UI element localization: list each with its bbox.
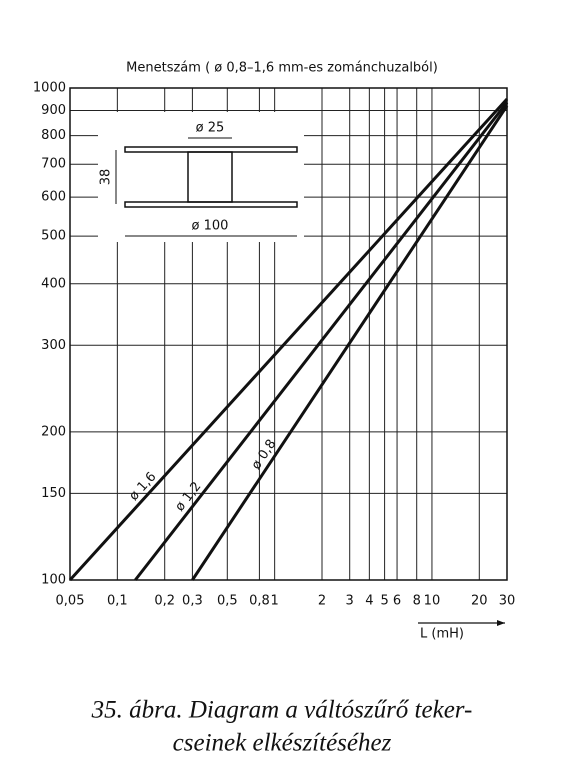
plot-frame (69, 87, 508, 581)
y-tick-label: 700 (41, 157, 66, 172)
annotation: 38 (99, 169, 114, 186)
core (187, 151, 233, 203)
y-tick-label: 100 (41, 573, 66, 588)
series-line (68, 97, 509, 582)
x-tick-label: 2 (318, 594, 326, 609)
y-tick-label: 200 (41, 424, 66, 439)
x-tick-label: 6 (393, 594, 401, 609)
x-tick-label: 0,2 (154, 594, 175, 609)
x-tick-label: 0,3 (182, 594, 203, 609)
x-tick-label: 0,05 (56, 594, 85, 609)
annotation: ø 100 (192, 219, 229, 234)
x-tick-label: 3 (346, 594, 354, 609)
caption: 35. ábra. Diagram a váltószűrő teker- (91, 697, 473, 724)
x-tick-label: 1 (271, 594, 279, 609)
inset-bg (98, 112, 304, 242)
x-tick-label: 20 (471, 594, 488, 609)
x-tick-label: 0,8 (249, 594, 270, 609)
y-tick-label: 400 (41, 276, 66, 291)
x-axis-label: L (mH) (420, 627, 464, 642)
chart-title: Menetszám ( ø 0,8–1,6 mm-es zománchuzalb… (126, 61, 438, 76)
y-tick-label: 500 (41, 229, 66, 244)
x-tick-label: 8 (413, 594, 421, 609)
y-tick-label: 1000 (33, 81, 66, 96)
x-tick-label: 0,5 (217, 594, 238, 609)
x-tick-label: 0,1 (107, 594, 128, 609)
x-tick-label: 10 (424, 594, 441, 609)
axis-arrow-head (497, 620, 505, 626)
series-line (134, 101, 509, 581)
x-tick-label: 4 (365, 594, 373, 609)
y-tick-label: 900 (41, 103, 66, 118)
y-tick-label: 300 (41, 338, 66, 353)
annotation: ø 25 (196, 121, 225, 136)
y-tick-label: 600 (41, 190, 66, 205)
x-tick-label: 30 (499, 594, 516, 609)
y-tick-label: 150 (41, 486, 66, 501)
caption: cseinek elkészítéséhez (173, 730, 392, 757)
series-line (191, 104, 509, 581)
y-tick-label: 800 (41, 128, 66, 143)
x-tick-label: 5 (380, 594, 388, 609)
